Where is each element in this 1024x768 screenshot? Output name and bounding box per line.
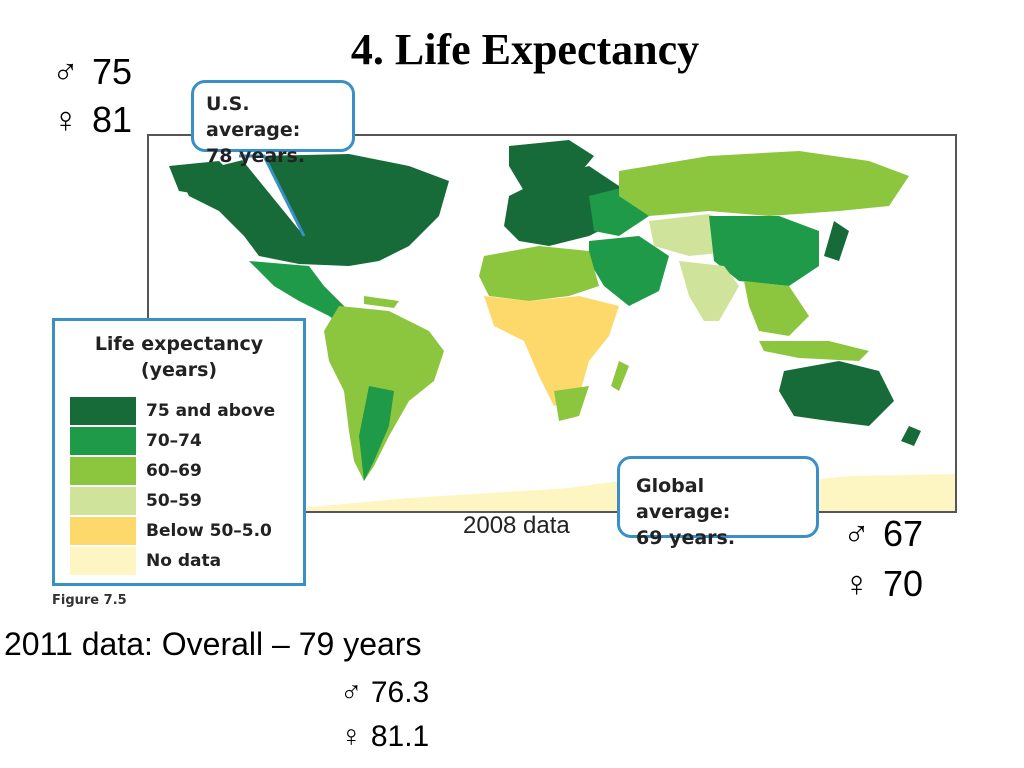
australia-region	[779, 361, 894, 426]
us-male-stat: ♂ 75	[52, 50, 132, 94]
global-callout-line2: 69 years.	[636, 527, 736, 549]
legend-item: 60–69	[70, 457, 300, 485]
us-female-stat: ♀ 81	[52, 98, 132, 142]
legend-label: 75 and above	[146, 401, 276, 421]
china-region	[709, 216, 819, 286]
legend-label: Below 50–5.0	[146, 521, 272, 541]
data-year-note: 2008 data	[463, 512, 570, 539]
legend-item: Below 50–5.0	[70, 517, 300, 545]
data-2011-overall: 2011 data: Overall – 79 years	[4, 626, 422, 662]
legend-title-line2: (years)	[140, 359, 218, 381]
global-male-value: 67	[883, 513, 924, 554]
legend-title-line1: Life expectancy	[94, 333, 264, 355]
europe-region	[504, 166, 619, 246]
data-2011-male: ♂ 76.3	[340, 676, 430, 709]
indonesia-region	[759, 341, 869, 361]
female-symbol-icon: ♀	[843, 563, 870, 604]
legend-swatch	[70, 517, 136, 545]
legend-item: No data	[70, 547, 300, 575]
global-female-value: 70	[883, 563, 924, 604]
legend-swatch	[70, 397, 136, 425]
southeast-asia-region	[744, 281, 809, 336]
madagascar-region	[611, 361, 629, 391]
legend-item: 50–59	[70, 487, 300, 515]
global-male-stat: ♂ 67	[843, 512, 923, 556]
figure-label: Figure 7.5	[52, 593, 127, 608]
legend-swatch	[70, 457, 136, 485]
female-symbol-icon: ♀	[52, 99, 79, 140]
legend-label: 50–59	[146, 491, 202, 511]
global-average-callout: Global average: 69 years.	[617, 456, 819, 549]
us-female-value: 81	[92, 99, 133, 140]
legend-item: 70–74	[70, 427, 300, 455]
legend-swatch	[70, 547, 136, 575]
caribbean-region	[364, 296, 399, 308]
global-female-stat: ♀ 70	[843, 562, 923, 606]
male-symbol-icon: ♂	[843, 513, 870, 554]
southern-cone-region	[359, 386, 394, 481]
sub-saharan-africa-region	[484, 296, 619, 406]
japan-region	[824, 221, 849, 261]
south-asia-region	[679, 261, 739, 321]
us-male-value: 75	[92, 51, 133, 92]
us-callout-line2: 78 years.	[206, 145, 306, 167]
legend-label: 60–69	[146, 461, 202, 481]
global-callout-line1: Global average:	[636, 475, 731, 523]
north-africa-region	[479, 246, 599, 301]
us-callout-pointer	[239, 154, 306, 237]
legend-label: 70–74	[146, 431, 202, 451]
alaska-region	[169, 161, 239, 196]
southern-africa-region	[554, 386, 589, 421]
legend-swatch	[70, 427, 136, 455]
data-2011-female: ♀ 81.1	[340, 720, 430, 753]
middle-east-region	[589, 236, 669, 306]
russia-region	[619, 151, 909, 216]
us-callout-line1: U.S. average:	[206, 93, 301, 141]
slide-title: 4. Life Expectancy	[350, 25, 700, 74]
male-symbol-icon: ♂	[52, 51, 79, 92]
legend-title: Life expectancy (years)	[55, 331, 303, 383]
north-america-region	[179, 154, 449, 266]
us-average-callout: U.S. average: 78 years.	[191, 80, 355, 167]
legend-swatch	[70, 487, 136, 515]
legend-item: 75 and above	[70, 397, 300, 425]
legend-label: No data	[146, 551, 222, 571]
new-zealand-region	[901, 426, 921, 446]
map-legend: Life expectancy (years) 75 and above 70–…	[52, 318, 306, 586]
